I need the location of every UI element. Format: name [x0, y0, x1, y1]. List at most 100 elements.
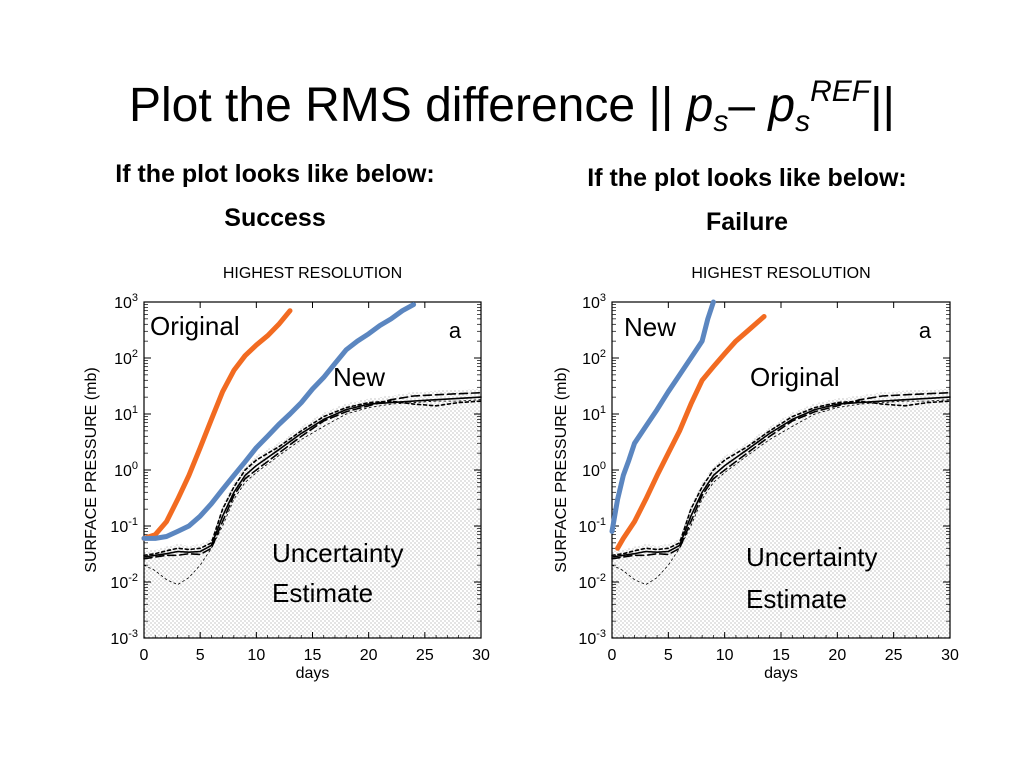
y-tick-label: 103 — [114, 292, 138, 312]
y-tick-exponent: 2 — [600, 348, 606, 360]
left-panel-heading: If the plot looks like below: Success — [40, 152, 510, 240]
y-tick-exponent: -1 — [128, 516, 138, 528]
series-original-line — [615, 314, 767, 551]
ensemble-line — [143, 396, 482, 558]
x-axis-label: days — [764, 665, 798, 682]
x-tick-label: 10 — [716, 647, 734, 664]
right-panel-heading: If the plot looks like below: Failure — [512, 156, 982, 244]
x-tick-label: 30 — [472, 647, 490, 664]
y-tick-base: 10 — [582, 407, 600, 424]
label-original: Original — [750, 362, 840, 392]
y-tick-base: 10 — [114, 463, 132, 480]
uncertainty-label: Estimate — [746, 584, 847, 614]
y-tick-exponent: 3 — [600, 292, 606, 304]
x-tick-label: 30 — [941, 647, 959, 664]
x-tick-label: 10 — [247, 647, 265, 664]
label-new: New — [333, 362, 385, 392]
uncertainty-label: Uncertainty — [746, 542, 878, 572]
ensemble-line — [611, 400, 951, 557]
slide-title: Plot the RMS difference || ps– psREF|| — [0, 62, 1024, 152]
title-norm-end: || — [870, 79, 896, 132]
ensemble-line — [143, 391, 482, 560]
title-var-p: p — [686, 79, 714, 132]
x-tick-label: 5 — [196, 647, 205, 664]
y-tick-base: 10 — [110, 575, 128, 592]
y-tick-label: 100 — [582, 460, 606, 480]
y-tick-exponent: -2 — [596, 572, 606, 584]
uncertainty-shading — [144, 388, 481, 638]
y-tick-label: 10-3 — [578, 628, 606, 648]
chart-title: HIGHEST RESOLUTION — [691, 265, 870, 282]
ensemble-line — [611, 396, 951, 558]
x-tick-label: 0 — [608, 647, 617, 664]
y-tick-exponent: 0 — [132, 460, 138, 472]
uncertainty-label: Estimate — [272, 578, 373, 608]
y-tick-label: 102 — [114, 348, 138, 368]
ensemble-line — [611, 391, 951, 560]
y-tick-label: 10-1 — [578, 516, 606, 536]
y-tick-exponent: 1 — [600, 404, 606, 416]
x-tick-label: 0 — [140, 647, 149, 664]
x-tick-label: 20 — [360, 647, 378, 664]
label-new: New — [624, 312, 676, 342]
title-sub-s-ref: s — [795, 105, 811, 138]
y-tick-base: 10 — [110, 631, 128, 648]
y-axis-label: SURFACE PRESSURE (mb) — [553, 367, 570, 572]
x-tick-label: 20 — [828, 647, 846, 664]
left-heading-text: If the plot looks like below: — [115, 160, 435, 188]
uncertainty-label: Uncertainty — [272, 538, 404, 568]
y-tick-base: 10 — [582, 351, 600, 368]
y-tick-exponent: -2 — [128, 572, 138, 584]
y-tick-base: 10 — [114, 407, 132, 424]
y-tick-exponent: 2 — [132, 348, 138, 360]
y-tick-label: 10-2 — [110, 572, 138, 592]
x-tick-label: 5 — [664, 647, 673, 664]
x-tick-label: 25 — [885, 647, 903, 664]
y-tick-base: 10 — [582, 295, 600, 312]
x-tick-label: 25 — [416, 647, 434, 664]
y-tick-base: 10 — [114, 295, 132, 312]
y-tick-base: 10 — [578, 631, 596, 648]
y-tick-exponent: 3 — [132, 292, 138, 304]
y-tick-exponent: -1 — [596, 516, 606, 528]
y-tick-exponent: -3 — [596, 628, 606, 640]
success-label: Success — [224, 204, 326, 232]
ensemble-line — [143, 399, 482, 585]
y-tick-base: 10 — [582, 463, 600, 480]
title-minus: – — [728, 79, 769, 132]
title-var-p-ref: p — [768, 79, 796, 132]
chart-title: HIGHEST RESOLUTION — [223, 265, 402, 282]
series-new-line — [141, 302, 417, 541]
x-axis-label: days — [296, 665, 330, 682]
y-tick-base: 10 — [110, 519, 128, 536]
y-tick-label: 102 — [582, 348, 606, 368]
y-tick-label: 10-2 — [578, 572, 606, 592]
series-original-line — [141, 308, 293, 541]
y-tick-exponent: -3 — [128, 628, 138, 640]
chart-failure: 0 5 10 15 20 25 3010310210110010-110-210-3HIGH… — [553, 265, 959, 682]
y-tick-base: 10 — [578, 519, 596, 536]
right-heading-text: If the plot looks like below: — [587, 164, 907, 192]
y-tick-label: 10-3 — [110, 628, 138, 648]
uncertainty-shading — [612, 388, 950, 638]
title-sub-s: s — [713, 105, 729, 138]
panel-letter: a — [919, 318, 932, 343]
y-tick-label: 101 — [114, 404, 138, 424]
chart-success: 0 5 10 15 20 25 3010310210110010-110-210-3HIGH… — [83, 265, 490, 682]
y-tick-exponent: 1 — [132, 404, 138, 416]
panel-letter: a — [449, 318, 462, 343]
label-original: Original — [150, 311, 240, 341]
y-tick-label: 103 — [582, 292, 606, 312]
y-tick-label: 10-1 — [110, 516, 138, 536]
x-tick-label: 15 — [772, 647, 790, 664]
series-new-line — [609, 299, 716, 534]
title-text: Plot the RMS difference || — [128, 79, 687, 132]
y-axis-label: SURFACE PRESSURE (mb) — [83, 367, 100, 572]
y-tick-label: 100 — [114, 460, 138, 480]
title-sup-ref: REF — [810, 75, 871, 108]
x-tick-label: 15 — [304, 647, 322, 664]
y-tick-label: 101 — [582, 404, 606, 424]
y-tick-base: 10 — [578, 575, 596, 592]
y-tick-base: 10 — [114, 351, 132, 368]
